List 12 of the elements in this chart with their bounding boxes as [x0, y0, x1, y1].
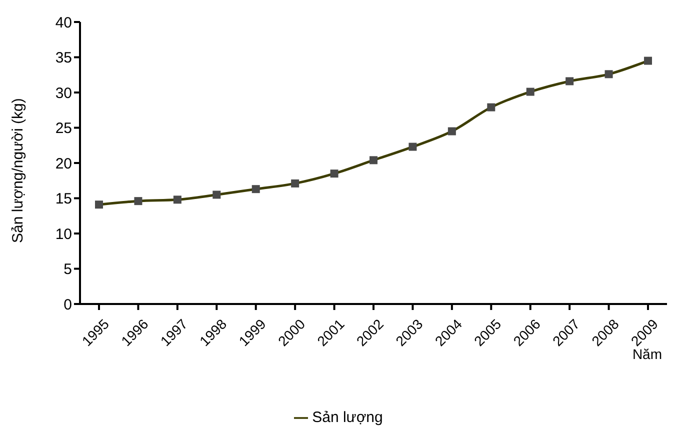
y-tick-label: 20 [55, 155, 72, 172]
y-tick-label: 10 [55, 226, 72, 243]
y-tick-label: 5 [64, 261, 72, 278]
x-axis-title: Năm [632, 346, 662, 362]
y-tick-label: 0 [64, 296, 72, 314]
y-tick-label: 25 [55, 120, 72, 138]
legend-label: Sản lượng [312, 409, 383, 426]
y-axis-title: Sản lượng/người (kg) [9, 98, 26, 243]
y-tick-label: 40 [55, 14, 72, 32]
y-tick-label: 15 [55, 190, 72, 208]
y-tick-label: 30 [55, 84, 72, 102]
y-tick-label: 35 [55, 50, 72, 67]
